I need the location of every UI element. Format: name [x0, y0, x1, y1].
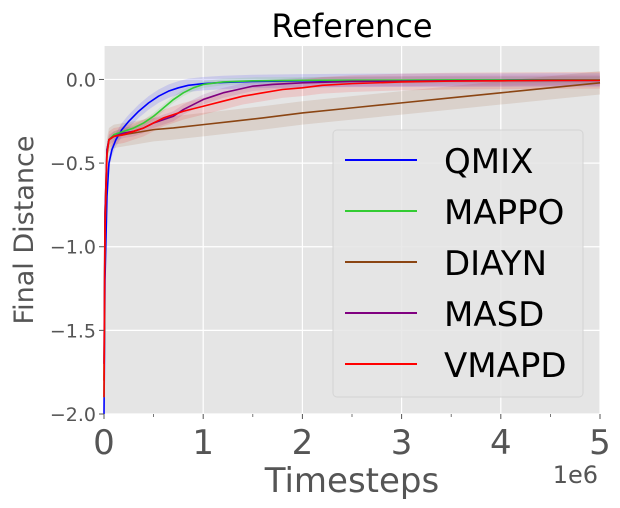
legend-box	[332, 129, 584, 398]
y-tick-label: −2.0	[50, 404, 96, 426]
x-axis-offset-label: 1e6	[553, 461, 598, 489]
series-lines	[103, 79, 601, 415]
y-tick-label: −1.0	[50, 237, 96, 259]
x-tick-label: 3	[391, 423, 413, 463]
legend-label-diayn: DIAYN	[444, 244, 547, 284]
x-tick-label: 1	[192, 423, 214, 463]
y-axis-label: Final Distance	[9, 136, 40, 325]
y-axis-ticks: −2.0 −1.5 −1.0 −0.5 0.0	[50, 69, 104, 426]
y-tick-label: 0.0	[66, 69, 96, 91]
legend-label-qmix: QMIX	[444, 142, 533, 182]
x-axis-label: Timesteps	[264, 461, 439, 501]
x-tick-label: 5	[589, 423, 611, 463]
x-tick-label: 0	[93, 423, 115, 463]
series-line-mappo	[103, 79, 600, 398]
chart-title: Reference	[271, 7, 432, 45]
legend-label-mappo: MAPPO	[444, 193, 564, 233]
y-tick-label: −0.5	[50, 153, 96, 175]
x-tick-label: 4	[490, 423, 512, 463]
legend-label-masd: MASD	[444, 295, 544, 335]
legend: QMIX MAPPO DIAYN MASD VMAPD	[332, 129, 584, 398]
x-tick-label: 2	[292, 423, 314, 463]
legend-label-vmapd: VMAPD	[444, 346, 567, 386]
y-tick-label: −1.5	[50, 320, 96, 342]
x-axis-ticks: 0 1 2 3 4 5	[93, 414, 611, 463]
series-line-vmapd	[103, 79, 601, 398]
